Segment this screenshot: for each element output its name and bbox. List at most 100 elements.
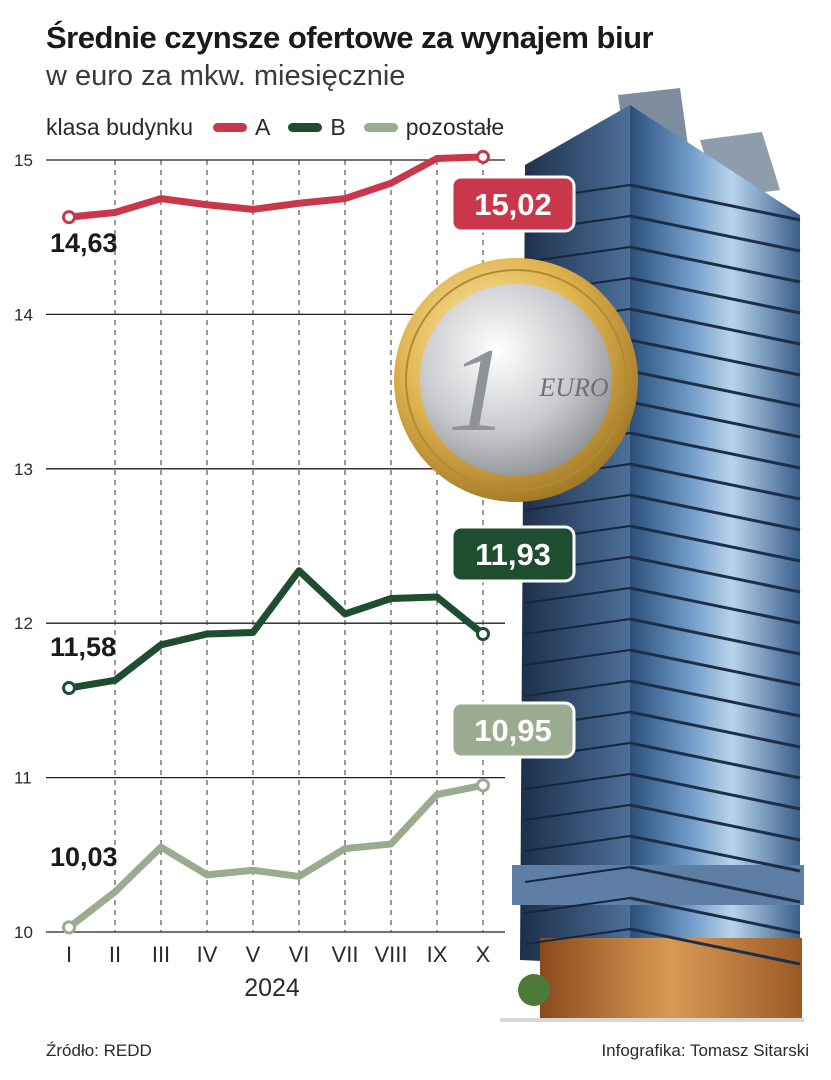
floor-line-side (524, 618, 631, 635)
floor-line (629, 896, 801, 935)
y-axis-ticks: 10 11 12 13 14 15 (14, 151, 33, 942)
floor-line (629, 276, 801, 315)
start-value-label: 10,03 (50, 842, 118, 872)
value-labels: 14,63 15,02 11,58 11,93 10,03 10,95 (50, 175, 576, 872)
series-end-point (62, 681, 76, 696)
floor-line (629, 307, 801, 346)
floor-line (629, 493, 801, 532)
floor-line-side (524, 246, 631, 263)
chart-subtitle: w euro za mkw. miesięcznie (46, 60, 406, 92)
coin-euro-text: EURO (538, 373, 609, 402)
building-podium (512, 865, 804, 905)
y-tick-label: 14 (14, 305, 33, 324)
end-value-badge (450, 701, 576, 759)
coin-ring-edge (405, 269, 627, 491)
x-axis-label: 2024 (244, 974, 300, 1002)
x-tick-label: II (109, 942, 121, 967)
legend-title: klasa budynku (46, 113, 194, 140)
legend-swatch-b (288, 122, 323, 132)
y-tick-label: 10 (14, 923, 33, 942)
x-tick-label: IV (197, 942, 218, 967)
floor-line (629, 803, 801, 842)
floor-line (629, 865, 801, 904)
ground (500, 1018, 804, 1022)
building-lobby (540, 938, 802, 1020)
legend-item-a: A (213, 114, 270, 141)
legend-label-a: A (255, 113, 271, 140)
floor-line-side (524, 897, 631, 914)
floor-line (629, 710, 801, 749)
y-tick-label: 13 (14, 460, 33, 479)
series-lines (62, 149, 490, 935)
euro-coin-illustration: 1 EURO (394, 258, 638, 502)
x-tick-label: VI (289, 942, 310, 967)
legend-item-b: B (288, 113, 346, 141)
floor-line (629, 772, 801, 811)
floor-line-side (524, 494, 631, 511)
start-value-label: 14,63 (50, 228, 118, 258)
floor-line (629, 648, 801, 687)
x-tick-label: V (246, 942, 261, 967)
coin-inner-disc (420, 284, 612, 476)
x-tick-label: IX (427, 942, 448, 967)
end-value-label: 10,95 (474, 713, 552, 748)
floor-line (629, 834, 801, 873)
x-tick-label: VII (332, 942, 359, 967)
series-end-point (476, 778, 490, 793)
end-value-badge (450, 525, 576, 583)
legend-swatch-a (213, 122, 248, 132)
chart-grid (46, 159, 505, 933)
start-value-label: 11,58 (50, 632, 116, 662)
floor-line (629, 586, 801, 625)
x-axis-ticks: I II III IV V VI VII VIII IX X (66, 942, 491, 967)
legend: klasa budynku A B pozostałe (46, 113, 522, 141)
legend-item-other: pozostałe (363, 113, 505, 141)
series-end-point (62, 920, 76, 935)
tree-icon (518, 974, 550, 1006)
series-end-point (476, 149, 490, 164)
x-tick-label: VIII (374, 942, 407, 967)
floor-line-side (524, 835, 631, 852)
floor-line (629, 524, 801, 563)
y-tick-label: 12 (14, 614, 33, 633)
floor-line (629, 338, 801, 377)
series-end-point (62, 210, 76, 225)
floor-line (629, 245, 801, 284)
floor-line (629, 555, 801, 594)
x-tick-label: I (66, 942, 72, 967)
legend-label-b: B (330, 113, 346, 140)
x-tick-label: X (476, 942, 491, 967)
floor-line (629, 617, 801, 656)
floor-line (629, 214, 801, 253)
floor-line-side (524, 680, 631, 697)
floor-line-side (524, 928, 631, 945)
end-value-label: 15,02 (474, 187, 552, 222)
floor-line-side (524, 587, 631, 604)
floor-line (629, 431, 801, 470)
series-end-point (476, 627, 490, 642)
floor-line-side (524, 804, 631, 821)
footer-source: Źródło: REDD (46, 1041, 152, 1060)
floor-line-side (524, 773, 631, 790)
legend-swatch-other (363, 122, 398, 132)
floor-line (629, 400, 801, 439)
end-value-label: 11,93 (475, 537, 551, 572)
y-tick-label: 11 (14, 769, 32, 788)
x-tick-label: III (152, 942, 170, 967)
floor-line (629, 183, 801, 222)
floor-line (629, 369, 801, 408)
floor-line-side (524, 649, 631, 666)
legend-label-other: pozostałe (405, 113, 505, 140)
series-line-1 (65, 567, 487, 692)
end-value-badge (450, 175, 576, 233)
series-line-2 (65, 781, 487, 931)
coin-digit: 1 (448, 323, 508, 456)
floor-line (629, 462, 801, 501)
floor-line (629, 741, 801, 780)
footer-credit: Infografika: Tomasz Sitarski (601, 1041, 809, 1060)
series-line-0 (65, 153, 487, 221)
floor-line (629, 927, 801, 966)
floor-line (629, 679, 801, 718)
floor-line-side (524, 866, 631, 883)
